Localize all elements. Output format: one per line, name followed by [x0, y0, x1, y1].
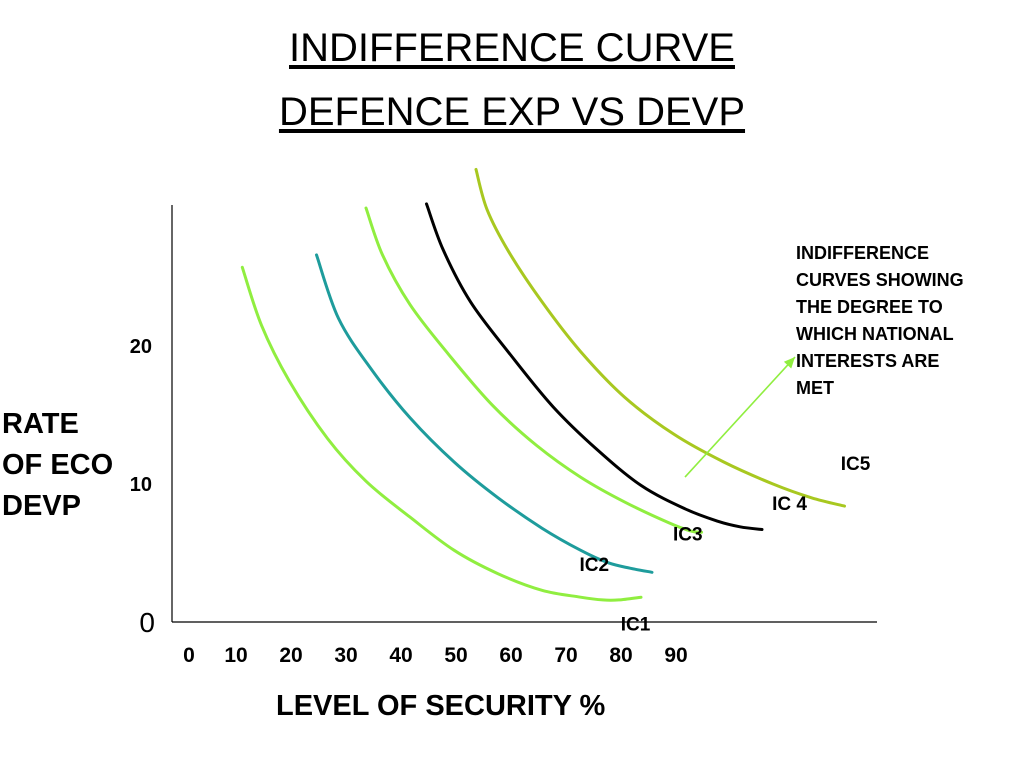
x-tick-label: 40 [389, 644, 412, 667]
series-label: IC5 [841, 454, 871, 475]
y-tick-label: 0 [139, 607, 155, 638]
annotation-line: INDIFFERENCE [796, 243, 930, 263]
x-tick-label: 60 [499, 644, 522, 667]
series-label: IC 4 [772, 494, 807, 515]
y-axis-label: RATE OF ECO DEVP [2, 404, 113, 527]
x-tick-label: 0 [183, 644, 195, 667]
series-line-ic4 [425, 202, 764, 531]
x-tick-label: 50 [444, 644, 467, 667]
chart-title: INDIFFERENCE CURVE [289, 26, 735, 70]
chart-subtitle: DEFENCE EXP VS DEVP [278, 90, 746, 134]
x-axis-label: LEVEL OF SECURITY % [276, 690, 606, 722]
series-label: IC1 [621, 614, 651, 635]
x-tick-label: 70 [554, 644, 577, 667]
annotation-line: MET [796, 378, 834, 398]
x-tick-label: 80 [609, 644, 632, 667]
annotation-arrowhead-icon [783, 357, 795, 369]
x-tick-label: 10 [224, 644, 247, 667]
series-label: IC3 [673, 525, 703, 546]
series-line-ic3 [364, 206, 703, 534]
annotation-line: INTERESTS ARE [796, 351, 940, 371]
y-axis-label-line: DEVP [2, 490, 81, 522]
series-line-ic2 [315, 253, 654, 574]
annotation-note: INDIFFERENCE CURVES SHOWING THE DEGREE T… [796, 240, 964, 402]
series-line-ic5 [474, 167, 846, 508]
series-label: IC2 [579, 555, 609, 576]
x-tick-label: 30 [334, 644, 357, 667]
x-tick-label: 90 [664, 644, 687, 667]
x-tick-label: 20 [279, 644, 302, 667]
series-line-ic1 [240, 265, 643, 602]
annotation-line: THE DEGREE TO [796, 297, 943, 317]
y-axis-label-line: RATE [2, 408, 79, 440]
annotation-line: CURVES SHOWING [796, 270, 964, 290]
y-axis-label-line: OF ECO [2, 449, 114, 481]
annotation-line: WHICH NATIONAL [796, 324, 954, 344]
annotation-arrow-line [684, 356, 796, 478]
y-tick-label: 10 [130, 474, 152, 496]
y-tick-label: 20 [130, 336, 152, 358]
